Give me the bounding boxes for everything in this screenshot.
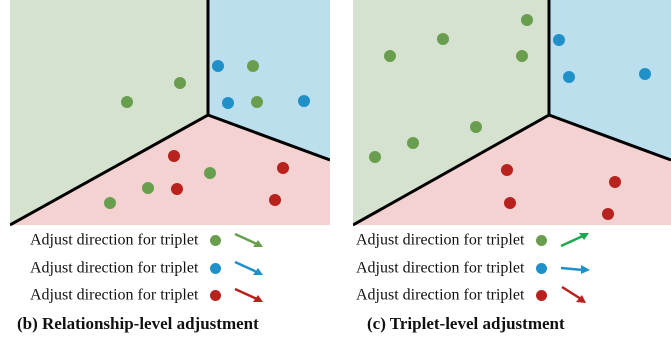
- red-point: [602, 208, 614, 220]
- red-dot-icon: [536, 289, 548, 301]
- green-point: [369, 151, 381, 163]
- blue-region: [208, 0, 330, 160]
- green-point: [470, 121, 482, 133]
- legend-row-green: Adjust direction for triplet: [30, 230, 265, 250]
- green-point: [121, 96, 133, 108]
- caption: (b) Relationship-level adjustment: [17, 314, 259, 333]
- red-point: [269, 194, 281, 206]
- blue-point: [212, 60, 224, 72]
- green-point: [142, 182, 154, 194]
- red-point: [171, 183, 183, 195]
- arrow-right-icon: [561, 265, 591, 275]
- blue-point: [298, 95, 310, 107]
- green-point: [516, 50, 528, 62]
- decision-regions-diagram: [353, 0, 671, 227]
- legend-text: Adjust direction for triplet: [356, 259, 525, 277]
- green-point: [104, 197, 116, 209]
- legend-text: Adjust direction for triplet: [30, 231, 199, 249]
- green-point: [407, 137, 419, 149]
- green-dot-icon: [536, 234, 548, 246]
- region-border: [548, 113, 671, 162]
- blue-dot-icon: [210, 262, 222, 274]
- legend-text: Adjust direction for triplet: [30, 286, 199, 304]
- red-point: [504, 197, 516, 209]
- green-point: [437, 33, 449, 45]
- red-point: [609, 176, 621, 188]
- region-border: [207, 113, 330, 162]
- arrow-down-right-icon: [234, 288, 264, 303]
- green-region: [10, 0, 208, 225]
- legend-text: Adjust direction for triplet: [356, 286, 525, 304]
- arrow-down-right-icon: [561, 286, 587, 304]
- blue-dot-icon: [536, 262, 548, 274]
- green-region: [353, 0, 549, 225]
- arrow-down-right-icon: [234, 233, 264, 248]
- legend-text: Adjust direction for triplet: [30, 259, 199, 277]
- green-point: [174, 77, 186, 89]
- green-point: [247, 60, 259, 72]
- caption: (c) Triplet-level adjustment: [367, 314, 565, 333]
- red-point: [501, 164, 513, 176]
- blue-point: [639, 68, 651, 80]
- blue-point: [222, 97, 234, 109]
- green-point: [521, 14, 533, 26]
- red-dot-icon: [210, 289, 222, 301]
- blue-region: [549, 0, 671, 160]
- blue-point: [553, 34, 565, 46]
- arrow-up-right-icon: [560, 233, 590, 248]
- legend-row-blue: Adjust direction for triplet: [356, 258, 591, 278]
- arrow-down-right-icon: [234, 261, 264, 276]
- red-region: [10, 115, 330, 225]
- red-point: [168, 150, 180, 162]
- green-point: [384, 50, 396, 62]
- decision-regions-diagram: [10, 0, 330, 227]
- green-point: [251, 96, 263, 108]
- legend-row-red: Adjust direction for triplet: [356, 285, 591, 305]
- red-point: [277, 162, 289, 174]
- green-dot-icon: [210, 234, 222, 246]
- legend-row-green: Adjust direction for triplet: [356, 230, 591, 250]
- legend-text: Adjust direction for triplet: [356, 231, 525, 249]
- green-point: [204, 167, 216, 179]
- blue-point: [563, 71, 575, 83]
- legend-row-blue: Adjust direction for triplet: [30, 258, 265, 278]
- legend-row-red: Adjust direction for triplet: [30, 285, 265, 305]
